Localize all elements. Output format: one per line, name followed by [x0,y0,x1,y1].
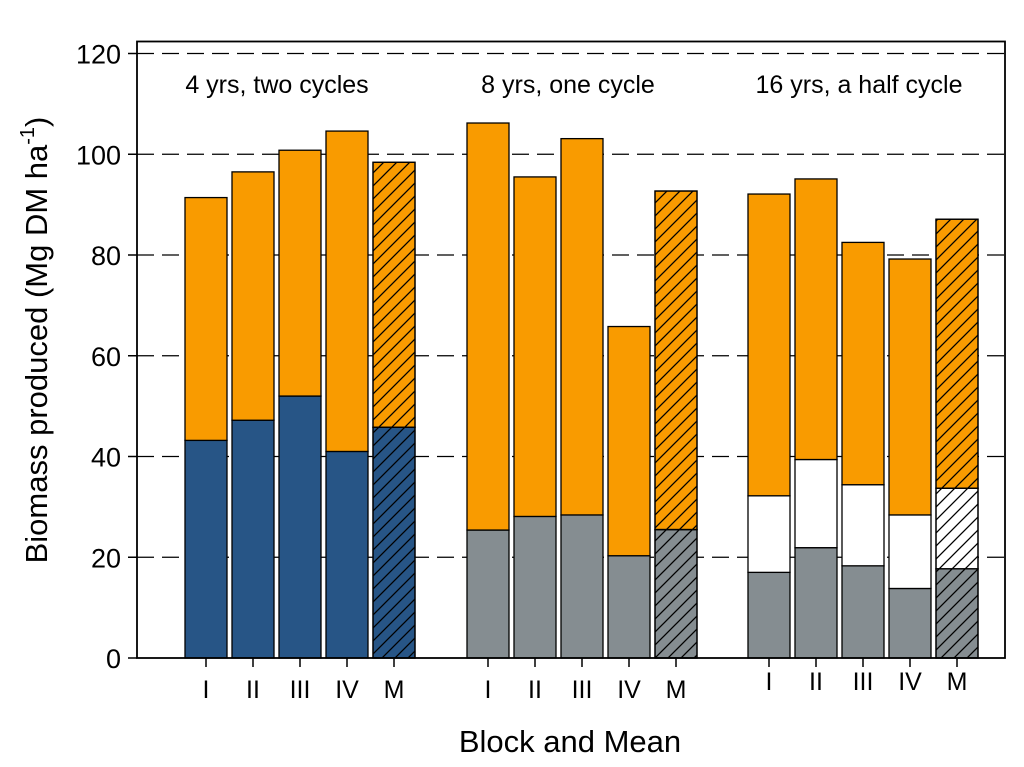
y-axis-title-superscript: -1 [17,127,39,145]
bar-segment-first_cycle [278,395,322,659]
bar-segment-harvest [888,587,932,659]
x-tick-label: III [290,676,311,704]
bar-segment-growth [231,171,275,421]
y-axis-title-main: Biomass produced (Mg DM ha [19,144,54,563]
x-axis-title: Block and Mean [459,724,681,759]
bar-segment-growth [325,130,369,453]
bar-segment-growth [278,149,322,397]
bar-segment-growth [466,122,510,531]
y-tick-label: 120 [76,40,121,70]
x-tick-label: II [246,676,260,704]
bar-segment-first_cycle [231,419,275,659]
bar-segment-intermediate [888,514,932,590]
group-title: 4 yrs, two cycles [185,71,368,99]
bar-segment-growth [560,137,604,516]
plot-frame [136,40,1006,659]
bars [184,122,979,659]
y-tick-label: 80 [91,241,121,271]
y-tick-label: 60 [91,342,121,372]
x-tick-label: I [485,676,492,704]
x-tick-label: III [853,668,874,696]
bar-segment-intermediate [747,495,791,574]
bar-segment-harvest [607,555,651,659]
bar-segment-growth [888,258,932,516]
x-tick-label: I [766,668,773,696]
group-title: 16 yrs, a half cycle [755,71,962,99]
bar-segment-growth [841,241,885,486]
x-tick-label: M [384,676,405,704]
x-tick-label: II [809,668,823,696]
x-tick-label: I [203,676,210,704]
bar-segment-harvest [841,565,885,659]
bar-segment-harvest [560,514,604,659]
x-tick-label: IV [898,668,922,696]
bar-segment-hatch [935,487,979,570]
bar-segment-growth [747,193,791,497]
bar-segment-growth [513,176,557,518]
y-tick-label: 20 [91,543,121,573]
bar-segment-hatch [935,568,979,659]
bar-segment-intermediate [841,484,885,567]
bar-segment-hatch [935,218,979,489]
bar-segment-first_cycle [184,439,228,659]
bar-segment-growth [607,325,651,557]
y-axis-title: Biomass produced (Mg DM ha-1) [17,117,54,564]
bar-segment-intermediate [794,458,838,549]
group-title: 8 yrs, one cycle [481,71,655,99]
bar-segment-harvest [794,547,838,659]
x-tick-label: III [572,676,593,704]
x-tick-label: M [947,668,968,696]
axes [128,40,1006,667]
x-tick-label: IV [335,676,359,704]
bar-segment-hatch [654,190,698,531]
x-tick-label: IV [617,676,641,704]
x-tick-label: II [528,676,542,704]
y-axis-title-close: ) [19,117,54,127]
bar-segment-hatch [372,426,416,659]
bar-segment-growth [794,178,838,461]
y-tick-label: 0 [106,644,121,674]
bar-segment-harvest [747,571,791,659]
x-tick-label: M [666,676,687,704]
bar-segment-harvest [466,529,510,659]
bar-segment-first_cycle [325,450,369,659]
y-tick-label: 40 [91,443,121,473]
bar-segment-growth [184,196,228,442]
bar-segment-hatch [654,528,698,659]
bar-segment-hatch [372,161,416,428]
bar-segment-harvest [513,515,557,659]
y-tick-label: 100 [76,140,121,170]
